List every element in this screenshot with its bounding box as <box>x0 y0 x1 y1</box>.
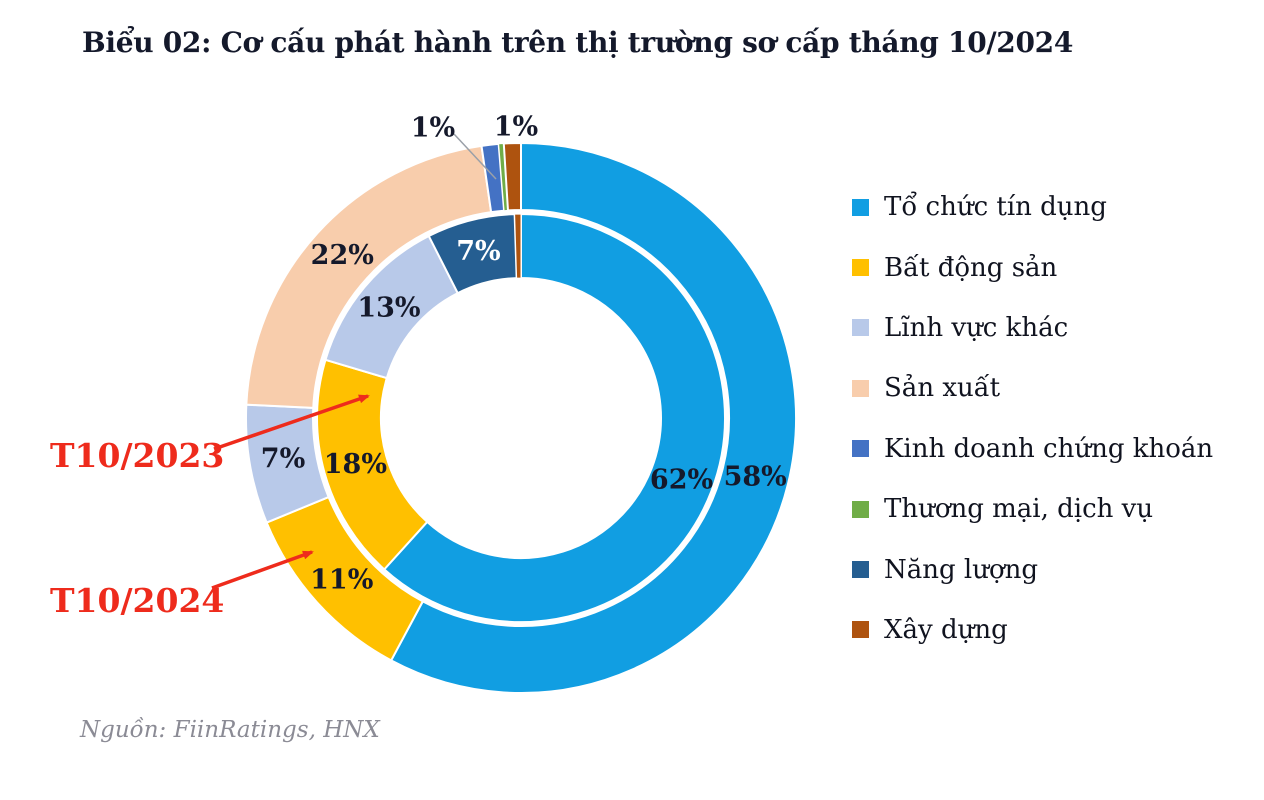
legend-label: Sản xuất <box>884 373 1001 404</box>
legend-item: Lĩnh vực khác <box>852 298 1213 358</box>
segment-label-outer-4: 1% <box>411 113 455 144</box>
donut-segment-outer-7 <box>502 141 522 212</box>
legend-swatch-icon <box>852 621 869 639</box>
legend-swatch-icon <box>852 198 869 216</box>
donut-segment-labels: 62% 18% 13% 7% 58% 11% 7% 22% 1% 1% <box>261 112 787 596</box>
legend-item: Kinh doanh chứng khoán <box>852 419 1213 479</box>
legend-label: Lĩnh vực khác <box>884 312 1069 343</box>
legend-label: Bất động sản <box>884 252 1058 283</box>
donut-segment-outer-0 <box>389 141 797 694</box>
annotation-arrow-2024 <box>211 550 314 590</box>
legend-swatch-icon <box>852 500 869 518</box>
donut-segment-inner-0 <box>382 212 726 623</box>
donut-segments <box>245 141 797 694</box>
source-note: Nguồn: FiinRatings, HNX <box>80 717 380 743</box>
legend-swatch-icon <box>852 319 869 337</box>
legend-label: Thương mại, dịch vụ <box>884 494 1154 525</box>
legend-item: Tổ chức tín dụng <box>852 177 1213 237</box>
legend-swatch-icon <box>852 440 869 458</box>
segment-label-inner-6: 7% <box>456 236 500 267</box>
legend-item: Năng lượng <box>852 539 1213 599</box>
legend: Tổ chức tín dụng Bất động sản Lĩnh vực khá… <box>852 177 1213 660</box>
segment-label-inner-2: 13% <box>357 292 420 323</box>
legend-label: Năng lượng <box>884 554 1039 585</box>
segment-label-outer-3: 22% <box>311 240 374 271</box>
legend-label: Xây dựng <box>884 614 1008 645</box>
legend-swatch-icon <box>852 561 869 579</box>
legend-item: Sản xuất <box>852 358 1213 418</box>
segment-label-inner-0: 62% <box>650 464 713 495</box>
legend-item: Thương mại, dịch vụ <box>852 479 1213 539</box>
segment-label-outer-1: 11% <box>310 564 373 595</box>
legend-label: Tổ chức tín dụng <box>884 192 1107 223</box>
callout-leader-line <box>453 133 497 180</box>
legend-item: Bất động sản <box>852 237 1213 297</box>
outer-ring-annotation-label: T10/2024 <box>50 581 224 620</box>
legend-item: Xây dựng <box>852 600 1213 660</box>
legend-swatch-icon <box>852 259 869 277</box>
segment-label-outer-7: 1% <box>494 112 538 143</box>
annotation-arrow-2023 <box>213 394 370 451</box>
ring-annotations: T10/2023 T10/2024 <box>50 394 370 620</box>
segment-label-outer-2: 7% <box>261 444 305 475</box>
chart-title: Biểu 02: Cơ cấu phát hành trên thị trườn… <box>82 26 1074 59</box>
legend-swatch-icon <box>852 379 869 397</box>
inner-ring-annotation-label: T10/2023 <box>50 436 224 475</box>
legend-label: Kinh doanh chứng khoán <box>884 433 1214 464</box>
segment-label-inner-1: 18% <box>324 449 387 480</box>
donut-segment-inner-7 <box>514 213 522 279</box>
segment-label-outer-0: 58% <box>724 461 787 492</box>
